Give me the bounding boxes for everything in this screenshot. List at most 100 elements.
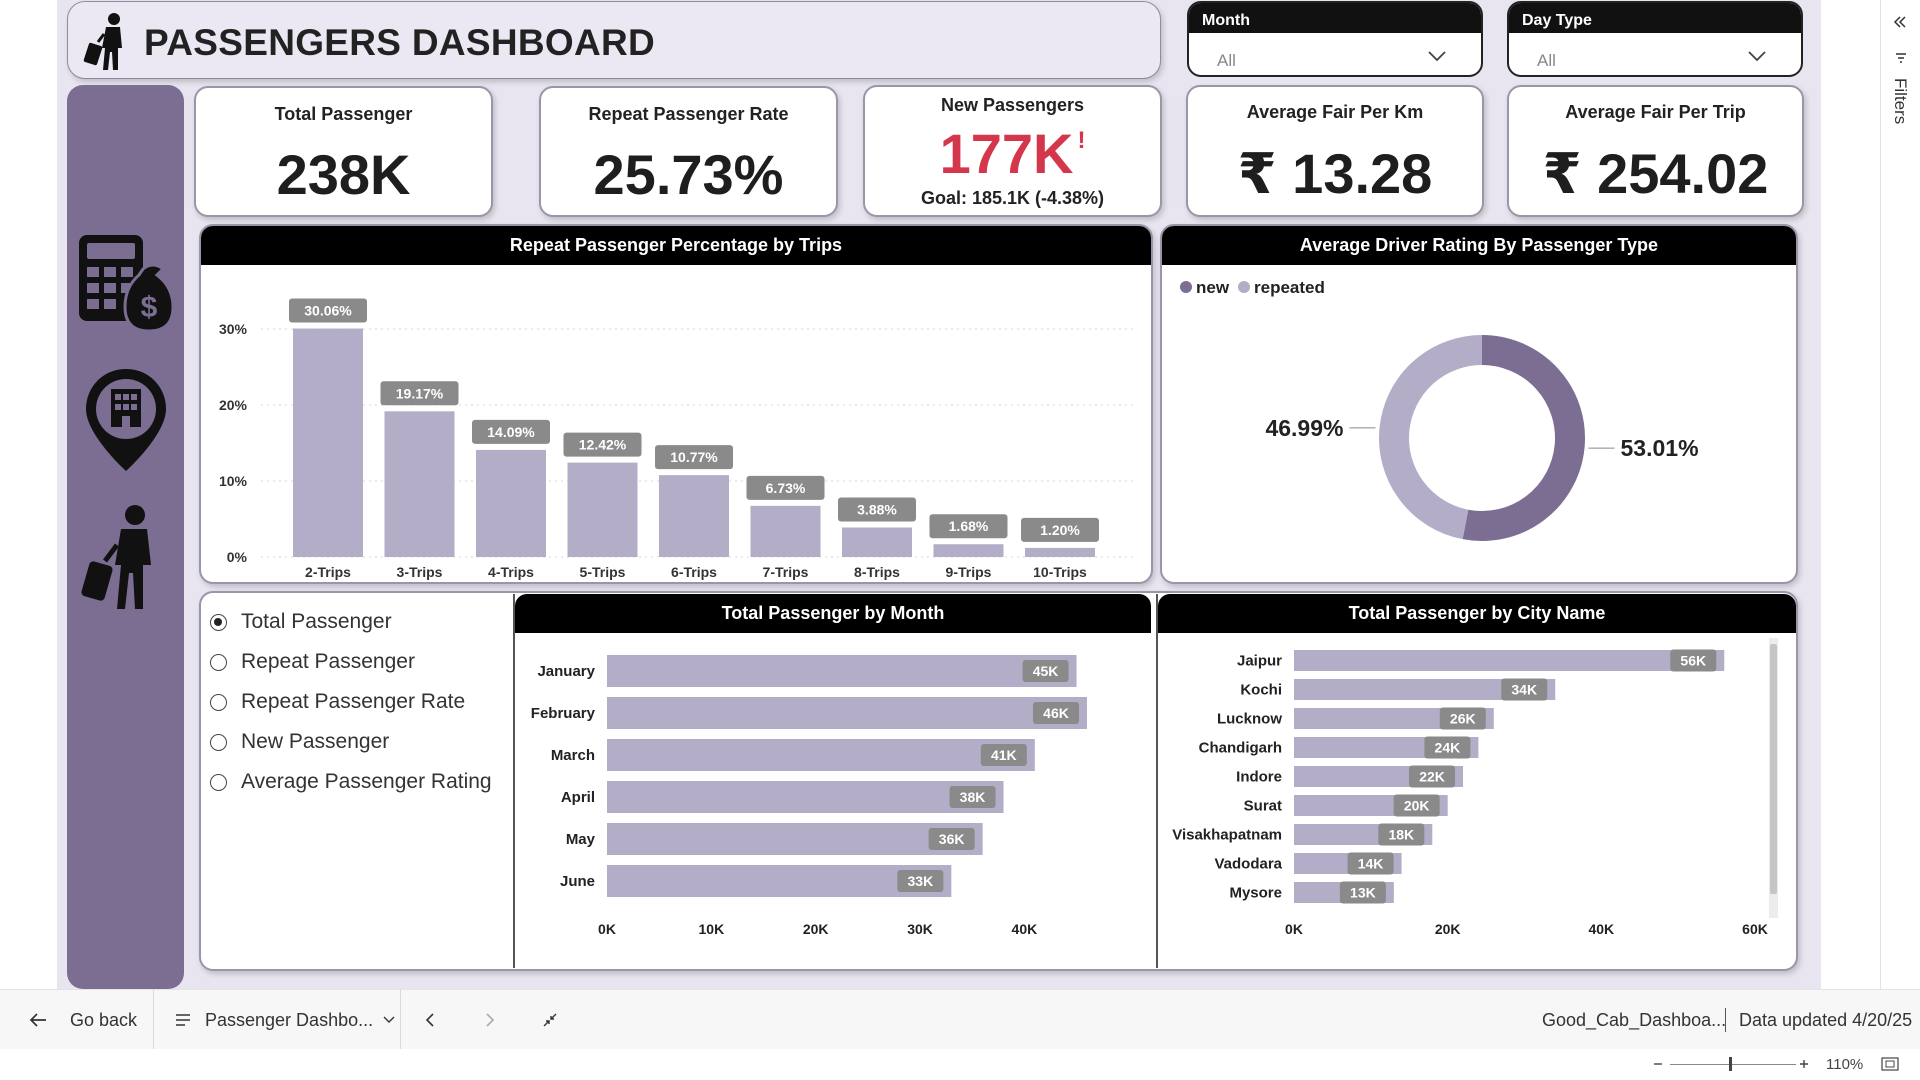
category-label: Mysore [1229, 885, 1282, 902]
go-back-label: Go back [70, 1009, 138, 1030]
x-tick-label: 10K [699, 921, 725, 937]
divider [400, 990, 401, 1050]
category-label: Vadodara [1214, 856, 1282, 873]
x-tick-label: 0K [1285, 921, 1303, 937]
data-label: 10.77% [670, 449, 718, 465]
chart-title: Repeat Passenger Percentage by Trips [201, 226, 1151, 265]
zoom-in-icon[interactable] [1798, 1056, 1810, 1072]
kpi-label: Average Fair Per Km [1246, 102, 1424, 122]
zoom-out-icon[interactable] [1652, 1056, 1664, 1072]
category-label: Jaipur [1237, 653, 1282, 670]
category-label: March [551, 747, 595, 764]
chevron-down-icon[interactable] [1747, 49, 1767, 63]
data-label: 1.20% [1040, 522, 1080, 538]
data-label-bg [563, 432, 642, 457]
radio-icon[interactable] [210, 693, 227, 711]
filter-icon[interactable] [1895, 52, 1907, 66]
chevron-down-icon[interactable] [1427, 49, 1447, 63]
radio-option-total-passenger[interactable]: Total Passenger [210, 610, 392, 634]
filters-pane-divider [1880, 0, 1881, 989]
radio-icon[interactable] [210, 773, 227, 791]
traveler-icon[interactable] [79, 503, 171, 613]
data-label: 46.99% [1265, 415, 1343, 441]
day-type-slicer[interactable]: Day Type All [1507, 1, 1803, 77]
radio-option-repeat-passenger[interactable]: Repeat Passenger [210, 650, 415, 674]
data-label: 22K [1419, 769, 1445, 785]
data-label: 45K [1033, 663, 1059, 679]
exit-full-screen-button[interactable] [542, 990, 558, 1050]
calculator-money-icon[interactable]: $ [77, 233, 177, 337]
filters-pane-label[interactable]: Filters [1891, 78, 1910, 125]
kpi-label: Repeat Passenger Rate [588, 104, 789, 124]
kpi-value: ₹ 13.28 [1237, 142, 1433, 205]
category-label: Chandigarh [1199, 740, 1282, 757]
x-tick-label: 2-Trips [305, 564, 351, 580]
category-label: Visakhapatnam [1172, 827, 1282, 844]
y-tick-label: 0% [227, 549, 248, 565]
status-bar: 110% [0, 1049, 1920, 1080]
alert-icon: ! [1077, 127, 1086, 154]
donut-slice [1379, 335, 1483, 540]
kpi-average-fair-per-km: Average Fair Per Km ₹ 13.28 [1186, 85, 1484, 217]
x-tick-label: 40K [1012, 921, 1038, 937]
radio-icon[interactable] [210, 653, 227, 671]
arrow-left-icon [29, 1013, 46, 1027]
go-back-button[interactable]: Go back [28, 990, 137, 1050]
kpi-value-row: 177K! [865, 121, 1160, 186]
radio-option-new-passenger[interactable]: New Passenger [210, 730, 389, 754]
y-tick-label: 30% [219, 321, 248, 337]
radio-option-average-passenger-rating[interactable]: Average Passenger Rating [210, 770, 492, 794]
category-label: February [531, 705, 596, 722]
bar [607, 697, 1087, 729]
kpi-total-passenger: Total Passenger 238K [194, 86, 493, 217]
kpi-average-fair-per-trip: Average Fair Per Trip ₹ 254.02 [1507, 85, 1804, 217]
data-label: 46K [1043, 705, 1069, 721]
fit-to-page-icon[interactable] [1881, 1056, 1899, 1072]
x-tick-label: 3-Trips [397, 564, 443, 580]
page-selector-label: Passenger Dashbo... [205, 1009, 374, 1030]
chart-title: Total Passenger by City Name [1158, 594, 1796, 633]
donut-slice [1462, 335, 1585, 541]
data-label-bg [928, 828, 975, 850]
page-selector[interactable]: Passenger Dashbo... [175, 990, 395, 1050]
map-pin-building-icon[interactable] [83, 367, 169, 473]
data-label-bg [949, 786, 996, 808]
data-label-bg [1670, 649, 1717, 672]
legend-label: repeated [1254, 278, 1325, 297]
x-tick-label: 5-Trips [580, 564, 626, 580]
zoom-slider-thumb[interactable] [1729, 1057, 1732, 1071]
data-label: 56K [1680, 653, 1706, 669]
data-label-bg [1424, 736, 1471, 759]
data-label-bg [1501, 678, 1548, 701]
data-label-bg [897, 870, 944, 892]
next-page-button[interactable] [484, 990, 496, 1050]
kpi-label: New Passengers [940, 95, 1085, 115]
data-label-bg [1347, 852, 1394, 875]
data-label: 6.73% [766, 480, 806, 496]
repeat-passenger-trips-chart: Repeat Passenger Percentage by Trips 0% 1… [199, 224, 1153, 584]
data-label: 24K [1435, 740, 1461, 756]
data-label: 14.09% [487, 424, 535, 440]
legend-marker [1238, 281, 1250, 293]
x-tick-label: 8-Trips [854, 564, 900, 580]
city-bar-chart: Jaipur 56K Kochi 34K Lucknow 26K Chandigarh 24K… [1172, 638, 1778, 937]
month-slicer[interactable]: Month All [1187, 1, 1483, 77]
radio-option-repeat-passenger-rate[interactable]: Repeat Passenger Rate [210, 690, 465, 714]
radio-label: Total Passenger [241, 610, 392, 633]
bar [607, 655, 1077, 687]
previous-page-button[interactable] [424, 990, 436, 1050]
divider [1725, 1008, 1726, 1032]
bar [1294, 679, 1556, 700]
zoom-slider-track[interactable] [1670, 1064, 1796, 1065]
data-label: 1.68% [949, 518, 989, 534]
zoom-level: 110% [1826, 1056, 1864, 1073]
x-tick-label: 30K [907, 921, 933, 937]
kpi-value: 177K [939, 122, 1074, 185]
collapse-double-chevron-icon[interactable] [1893, 16, 1907, 28]
radio-icon[interactable] [210, 733, 227, 751]
data-label-bg [655, 445, 733, 470]
radio-selected-icon[interactable] [210, 613, 227, 631]
y-tick-label: 20% [219, 397, 248, 413]
metric-selector: Total Passenger Repeat Passenger Repeat … [200, 600, 512, 966]
divider [153, 990, 154, 1050]
